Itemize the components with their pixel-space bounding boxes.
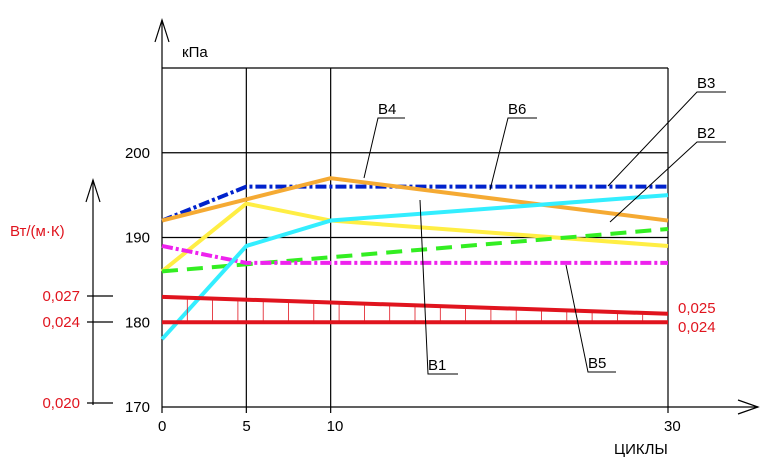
series-line-3 (161, 184, 668, 223)
x-axis-title: ЦИКЛЫ (614, 441, 668, 458)
x-tick-label: 10 (327, 418, 344, 435)
series-leader-1 (419, 199, 458, 375)
x-tick-label: 30 (664, 418, 681, 435)
conductivity-axis-title: Вт/(м·К) (10, 223, 65, 240)
conductivity-line-label: 0,024 (678, 319, 716, 336)
series-label: В5 (588, 355, 606, 372)
series-line-1 (160, 201, 669, 273)
y-tick-label: 200 (125, 145, 150, 162)
series-leader-6 (489, 117, 537, 191)
y-axis-title: кПа (182, 44, 208, 61)
y-tick-label: 170 (125, 399, 150, 416)
y-tick-label: 180 (125, 314, 150, 331)
series-label: В4 (378, 101, 396, 118)
x-tick-label: 5 (242, 418, 250, 435)
labels-layer: 0 5 10 30 ЦИКЛЫ 170 180 190 200 кПа Вт/(м·К) 0,027 0… (10, 44, 726, 458)
conductivity-tick-label: 0,024 (42, 314, 80, 331)
axes (85, 18, 760, 415)
series-label: В1 (428, 357, 446, 374)
series-line-6 (160, 193, 669, 341)
conductivity-line-label: 0,025 (678, 300, 716, 317)
y-axis-arrow (154, 18, 170, 43)
series-leader-2 (609, 141, 726, 223)
conductivity-line-1 (161, 294, 669, 316)
conductivity-axis-arrow (85, 178, 101, 203)
series-line-5 (161, 244, 668, 265)
series-leader-4 (363, 117, 405, 179)
conductivity-tick-label: 0,027 (42, 288, 80, 305)
series-label: В6 (508, 101, 526, 118)
x-tick-label: 0 (158, 418, 166, 435)
series-line-2 (161, 227, 669, 274)
series-label: В3 (697, 75, 715, 92)
series-label: В2 (697, 125, 715, 142)
series-leader-3 (607, 91, 726, 187)
series-leader-5 (565, 264, 616, 373)
x-axis-arrow (737, 399, 760, 415)
conductivity-tick-label: 0,020 (42, 395, 80, 412)
series-line-4 (161, 176, 669, 223)
y-tick-label: 190 (125, 230, 150, 247)
series-layer (160, 176, 669, 341)
